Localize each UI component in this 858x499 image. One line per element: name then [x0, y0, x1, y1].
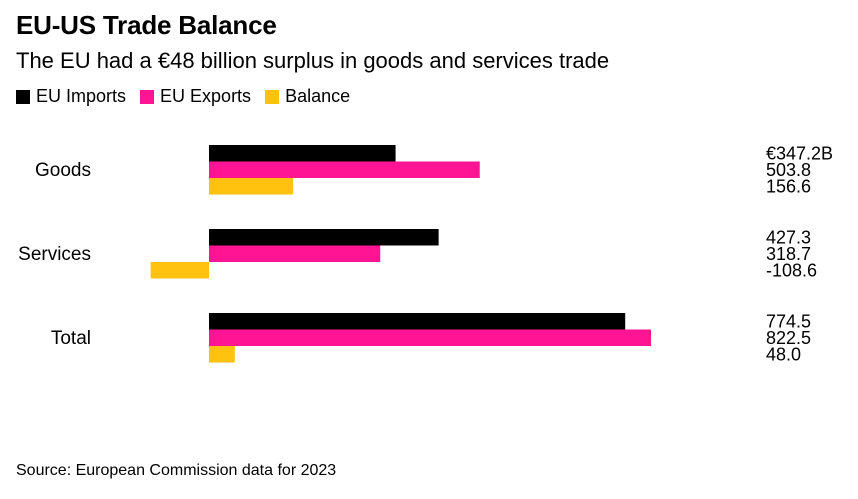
data-label-exports-total: 822.5	[766, 328, 811, 348]
legend-swatch-balance	[265, 89, 280, 104]
bar-imports-goods	[209, 145, 396, 162]
legend-swatch-exports	[140, 89, 155, 104]
legend-item-exports: EU Exports	[140, 86, 251, 107]
legend-label-balance: Balance	[285, 86, 351, 106]
legend-item-imports: EU Imports	[16, 86, 126, 107]
category-label-goods: Goods	[35, 160, 91, 181]
chart-subtitle: The EU had a €48 billion surplus in good…	[16, 48, 610, 73]
bar-imports-total	[209, 313, 626, 330]
data-label-imports-total: 774.5	[766, 312, 811, 332]
bar-exports-total	[209, 329, 651, 346]
bar-imports-services	[209, 229, 439, 246]
bar-exports-goods	[209, 161, 480, 178]
legend-swatch-imports	[16, 89, 30, 104]
data-label-exports-services: 318.7	[766, 244, 811, 264]
source-note: Source: European Commission data for 202…	[16, 462, 337, 479]
bar-balance-total	[209, 346, 235, 363]
legend-item-balance: Balance	[265, 86, 350, 107]
data-label-balance-total: 48.0	[766, 345, 801, 365]
category-label-total: Total	[51, 328, 91, 349]
data-label-exports-goods: 503.8	[766, 160, 811, 180]
legend-label-exports: EU Exports	[160, 86, 252, 106]
data-label-imports-services: 427.3	[766, 228, 811, 248]
legend-label-imports: EU Imports	[36, 86, 127, 106]
chart-title: EU-US Trade Balance	[16, 10, 277, 40]
bar-balance-goods	[209, 178, 294, 195]
bar-exports-services	[209, 245, 381, 262]
data-label-balance-goods: 156.6	[766, 177, 811, 197]
data-label-balance-services: -108.6	[766, 261, 817, 281]
bar-balance-services	[150, 262, 209, 279]
category-label-services: Services	[18, 244, 91, 265]
legend: EU Imports EU Exports Balance	[16, 86, 350, 107]
data-label-imports-goods: €347.2B	[766, 144, 833, 164]
